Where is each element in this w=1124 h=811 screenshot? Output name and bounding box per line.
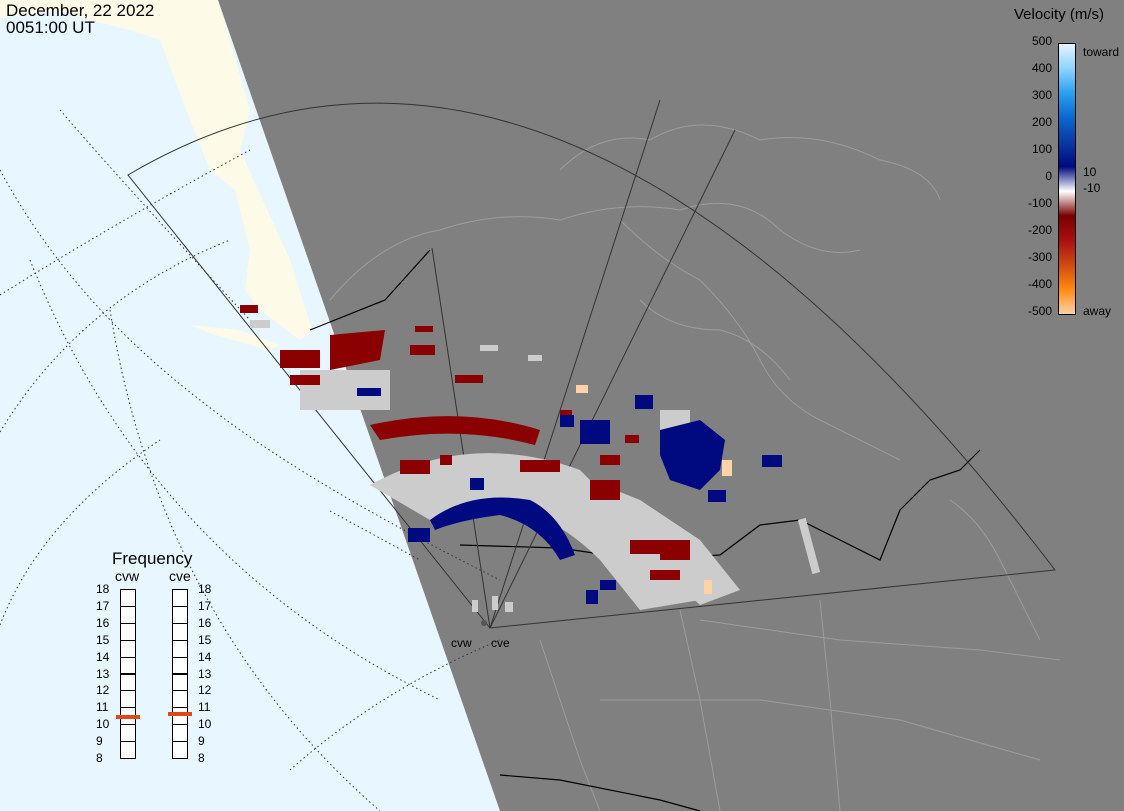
frequency-tick: 16 [198, 615, 212, 630]
colorbar-away-label: away [1083, 304, 1112, 318]
frequency-cell [172, 741, 188, 759]
frequency-tick: 13 [198, 666, 212, 681]
colorbar-title: Velocity (m/s) [1014, 6, 1105, 23]
frequency-tick: 8 [198, 751, 205, 765]
lat-lon-grid [0, 109, 501, 811]
alaska-border [309, 249, 431, 331]
radar-label-cve: cve [491, 636, 510, 650]
velocity-away [240, 305, 690, 580]
frequency-title: Frequency [112, 549, 193, 568]
colorbar-tick: -400 [1027, 277, 1052, 291]
frequency-cell [172, 673, 188, 692]
time-label: 0051:00 UT [6, 18, 95, 37]
date-label: December, 22 2022 [6, 1, 155, 20]
colorbar-tick: -500 [1027, 304, 1052, 318]
frequency-cell [172, 639, 188, 658]
colorbar-pos-threshold: 10 [1083, 165, 1097, 179]
frequency-tick: 10 [96, 717, 110, 732]
frequency-tick: 18 [198, 582, 212, 596]
aleutian-islands [190, 325, 280, 350]
frequency-cell [172, 622, 188, 641]
colorbar-tick: -100 [1027, 196, 1052, 210]
colorbar-tick: 500 [1031, 34, 1052, 48]
radar-label-cvw: cvw [451, 636, 472, 650]
frequency-cell [120, 741, 136, 759]
frequency-cell [172, 589, 188, 607]
colorbar-tick: -300 [1027, 250, 1052, 264]
frequency-tick: 9 [198, 734, 205, 749]
frequency-cell [120, 639, 136, 658]
colorbar-tick: 0 [1045, 169, 1052, 183]
us-mexico-border [499, 774, 701, 811]
frequency-cell [172, 690, 188, 709]
frequency-cell [172, 707, 188, 726]
frequency-tick: 15 [198, 632, 212, 647]
frequency-radar-cve: cve [169, 568, 191, 584]
frequency-tick: 14 [198, 649, 212, 664]
frequency-tick: 12 [96, 683, 110, 698]
colorbar-tick: 100 [1031, 142, 1052, 156]
velocity-toward [357, 388, 782, 604]
frequency-cell [120, 605, 136, 624]
frequency-tick: 13 [96, 666, 110, 681]
frequency-cell [172, 656, 188, 675]
frequency-marker [116, 715, 140, 720]
colorbar-tick: 300 [1031, 88, 1052, 102]
frequency-marker [168, 712, 192, 717]
radar-site-marker [481, 620, 487, 626]
frequency-tick: 9 [96, 734, 103, 749]
colorbar-tick: -200 [1027, 223, 1052, 237]
frequency-cell [120, 673, 136, 692]
frequency-tick: 18 [96, 582, 110, 596]
colorbar-neg-threshold: -10 [1083, 181, 1101, 195]
colorbar-tick: 200 [1031, 115, 1052, 129]
frequency-tick: 11 [198, 700, 211, 715]
frequency-tick: 12 [198, 683, 212, 698]
frequency-radar-cvw: cvw [115, 568, 140, 584]
frequency-tick: 17 [96, 598, 110, 613]
colorbar-tick: 400 [1031, 61, 1052, 75]
night-shade [218, 0, 1124, 811]
frequency-tick: 11 [96, 700, 109, 715]
frequency-tick: 15 [96, 632, 110, 647]
colorbar-toward-label: toward [1083, 45, 1120, 59]
frequency-tick: 17 [198, 598, 212, 613]
daylight-land [0, 0, 312, 340]
frequency-cell [172, 724, 188, 743]
frequency-cell [120, 690, 136, 709]
frequency-cell [120, 622, 136, 641]
frequency-tick: 16 [96, 615, 110, 630]
frequency-cell [120, 589, 136, 607]
near-range-scatter [472, 596, 513, 612]
velocity-colorbar [1058, 43, 1076, 315]
frequency-cell [120, 724, 136, 743]
velocity-away-strong [576, 385, 732, 594]
frequency-cell [120, 656, 136, 675]
frequency-cell [172, 605, 188, 624]
frequency-tick: 8 [96, 751, 103, 765]
frequency-tick: 10 [198, 717, 212, 732]
frequency-tick: 14 [96, 649, 110, 664]
fov-outline [127, 99, 1056, 629]
